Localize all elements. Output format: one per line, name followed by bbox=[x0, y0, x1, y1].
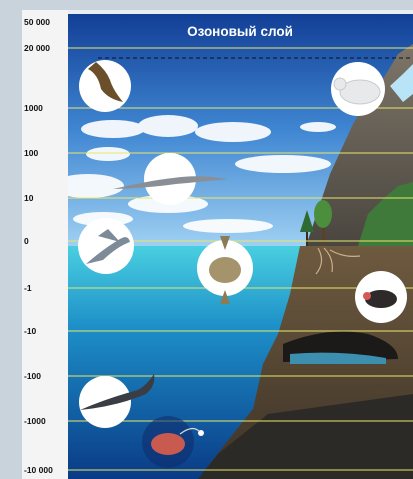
scale-label: 50 000 bbox=[24, 17, 50, 27]
cave-lake bbox=[290, 352, 386, 364]
scale-label: -1000 bbox=[24, 416, 46, 426]
scale-label: 1000 bbox=[24, 103, 43, 113]
scale-label: -10 000 bbox=[24, 465, 53, 475]
deep-rock bbox=[198, 394, 413, 479]
scale-axis bbox=[22, 10, 68, 479]
mole-icon bbox=[355, 271, 407, 323]
scale-label: 20 000 bbox=[24, 43, 50, 53]
glacier bbox=[390, 64, 413, 102]
scale-label: 10 bbox=[24, 193, 34, 203]
polar-bear-icon bbox=[331, 62, 385, 116]
anglerfish-icon bbox=[142, 416, 204, 468]
biosphere-scene: Озоновый слой bbox=[68, 14, 413, 479]
tree-icon bbox=[300, 200, 332, 246]
scene-svg: Озоновый слой bbox=[68, 14, 413, 479]
roots bbox=[315, 247, 361, 275]
eagle-icon bbox=[79, 60, 131, 112]
scale-label: 0 bbox=[24, 236, 29, 246]
bird-icon bbox=[113, 153, 228, 205]
diagram-title: Озоновый слой bbox=[187, 24, 293, 39]
scale-label: -100 bbox=[24, 371, 42, 381]
flying-fish-icon bbox=[78, 218, 134, 274]
scale-label: -1 bbox=[24, 283, 32, 293]
scale-label: -10 bbox=[24, 326, 37, 336]
sunfish-icon bbox=[197, 236, 253, 304]
whale-icon bbox=[79, 374, 155, 428]
mountain bbox=[306, 44, 413, 246]
scale-label: 100 bbox=[24, 148, 39, 158]
